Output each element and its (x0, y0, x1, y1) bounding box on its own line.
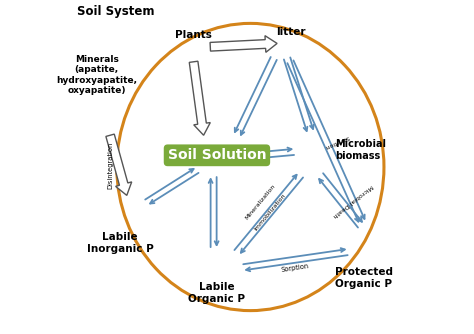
Text: Plants: Plants (175, 30, 212, 40)
Text: litter: litter (276, 27, 305, 37)
Text: Labile
Organic P: Labile Organic P (189, 282, 246, 304)
Polygon shape (106, 134, 132, 195)
Text: Immobilization: Immobilization (254, 193, 287, 231)
Text: Mineralization: Mineralization (245, 183, 276, 221)
Text: Microbial Death: Microbial Death (331, 183, 373, 218)
Text: Sorption: Sorption (281, 263, 310, 273)
Polygon shape (210, 36, 277, 52)
Text: Minerals
(apatite,
hydroxyapatite,
oxyapatite): Minerals (apatite, hydroxyapatite, oxyap… (56, 55, 137, 95)
Text: Protected
Organic P: Protected Organic P (335, 267, 393, 289)
Text: Labile
Inorganic P: Labile Inorganic P (87, 232, 154, 254)
Text: Sorption: Sorption (323, 134, 349, 150)
Text: Disintegration: Disintegration (107, 142, 113, 189)
Polygon shape (189, 61, 210, 135)
Text: Soil System: Soil System (77, 5, 154, 18)
Text: Microbial
biomass: Microbial biomass (336, 140, 386, 161)
Text: Soil Solution: Soil Solution (168, 148, 266, 162)
